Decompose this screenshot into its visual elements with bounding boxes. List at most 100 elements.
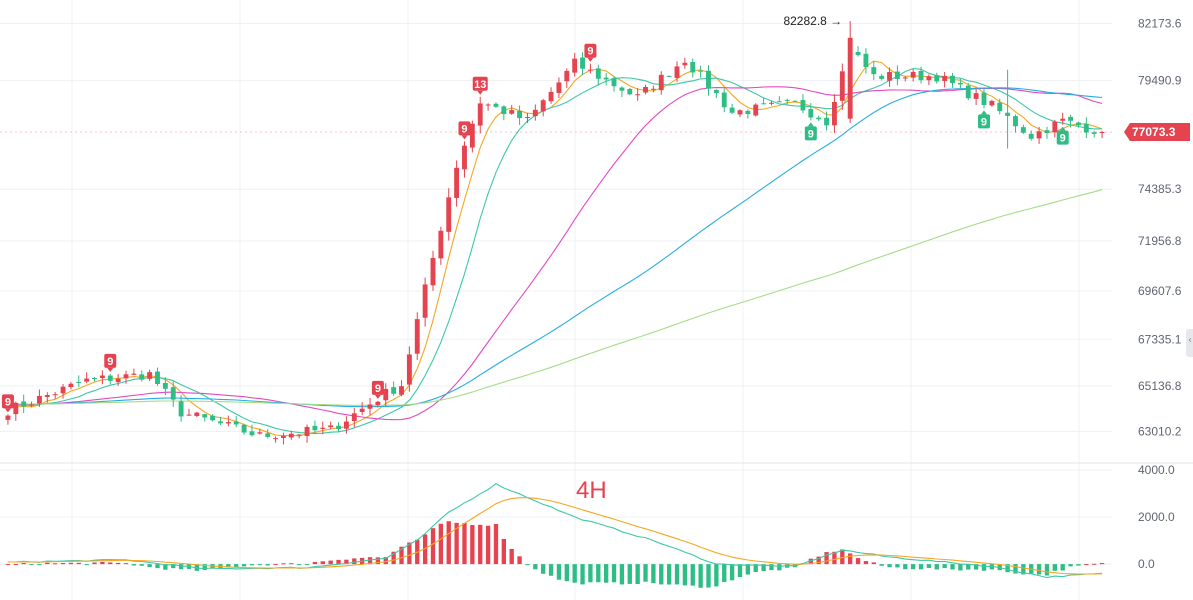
macd-histogram-bar [855,558,861,565]
macd-histogram-bar [194,564,200,571]
macd-histogram-bar [328,560,333,565]
candle-body [107,375,113,381]
macd-histogram-bar [643,564,648,582]
td-sell-marker: 9 [104,353,117,372]
candle-body [682,62,688,66]
macd-histogram-bar [178,564,184,570]
td-sell-marker: 9 [584,43,597,62]
candle-body [603,77,609,80]
candle-body [454,167,460,199]
candle-body [784,99,790,101]
candle-body [178,401,184,417]
candle-body [438,230,444,259]
candle-body [532,109,538,117]
candle-body [273,438,279,440]
candle-body [989,100,995,106]
candle-body [29,404,34,406]
td-buy-marker: 9 [804,122,817,141]
macd-histogram-bar [430,528,436,565]
candle-body [753,104,759,116]
candle-body [36,395,42,404]
macd-histogram-bar [879,564,884,566]
macd-histogram-bar [714,564,719,587]
candle-body [934,75,940,82]
candle-body [233,421,239,425]
macd-histogram-bar [525,564,530,566]
macd-histogram-bar [548,564,554,576]
macd-histogram-bar [462,523,467,565]
candle-body [257,432,263,434]
last-price-label: 77073.3 [1132,125,1176,139]
candle-body [871,67,877,75]
macd-histogram-bar [131,564,137,566]
candle-body [1052,121,1058,133]
candle-body [328,425,334,428]
macd-histogram-bar [848,553,853,565]
td-marker-pointer [807,122,814,127]
macd-histogram-bar [68,562,74,565]
macd-histogram-bar [1044,564,1050,576]
macd-histogram-bar [698,564,703,588]
candle-body [367,404,373,409]
macd-histogram-bar [1060,564,1065,571]
candle-body [477,103,483,126]
macd-histogram-bar [1099,563,1105,565]
td-sell-marker: 13 [472,76,488,95]
macd-histogram-bar [934,564,939,570]
td-marker-pointer [107,367,114,372]
macd-histogram-bar [918,564,924,570]
macd-histogram-bar [147,564,152,568]
candle-body [713,89,719,94]
macd-histogram-bar [840,549,845,565]
macd-histogram-bar [659,564,664,585]
period-label: 4H [576,477,607,504]
macd-histogram-bar [265,564,270,566]
candle-body [422,284,428,318]
candle-body [776,101,782,103]
candle-body [800,100,806,111]
macd-histogram-bar [690,564,695,586]
macd-histogram-bar [281,563,286,565]
macd-histogram-bar [163,564,168,570]
candle-body [509,110,515,114]
macd-histogram-bar [155,564,160,569]
macd-histogram-bar [737,564,743,578]
candle-body [517,110,523,119]
macd-histogram-bar [202,564,207,570]
candle-body [1005,112,1011,116]
candle-body [1060,118,1066,121]
candle-body [729,107,735,113]
macd-histogram-bar [375,557,381,565]
candle-body [1076,122,1081,126]
candle-body [446,197,452,232]
macd-histogram-bar [37,564,42,566]
macd-histogram-bar [123,563,129,565]
macd-histogram-bar [966,564,971,570]
td-marker-label: 9 [375,383,381,395]
macd-histogram-bar [509,548,514,565]
macd-histogram-bar [29,564,34,566]
macd-histogram-bar [320,561,325,565]
candle-body [690,62,696,73]
macd-histogram-bar [745,564,751,575]
ma-5-line [7,60,1103,437]
scroll-handle[interactable]: ‹ [1186,329,1193,357]
candle-body [587,69,593,71]
td-marker-pointer [374,394,381,399]
candle-body [540,100,546,112]
candle-body [194,412,200,417]
candle-body [894,71,900,79]
candle-body [548,91,554,102]
td-marker-label: 9 [1060,133,1066,145]
td-marker-label: 9 [587,46,593,58]
candle-body [855,51,861,56]
candle-body [666,75,672,77]
macd-histogram-bar [753,564,758,573]
macd-histogram-bar [241,564,247,567]
macd-histogram-bar [871,562,876,565]
candle-body [1020,127,1026,133]
candle-body [918,70,924,81]
macd-histogram-bar [580,564,585,585]
moving-average-lines [7,60,1103,437]
